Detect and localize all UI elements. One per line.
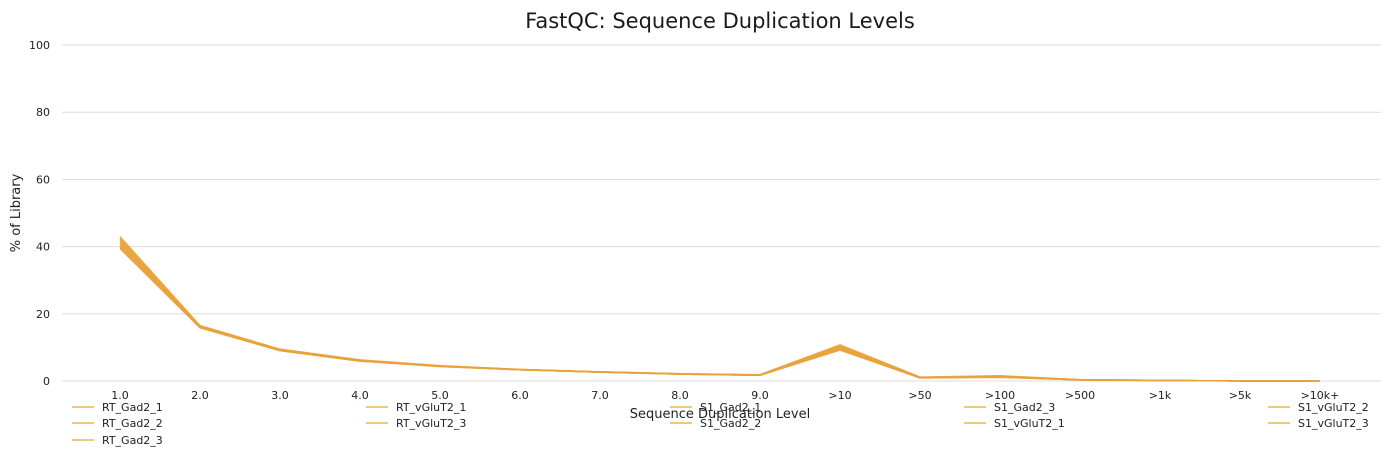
x-tick-label: 8.0	[671, 389, 689, 402]
series-line	[119, 243, 1320, 382]
legend-item: RT_Gad2_3	[72, 434, 163, 447]
series-line	[119, 248, 1320, 382]
legend-item: S1_Gad2_1	[670, 401, 761, 414]
x-tick-label: 6.0	[511, 389, 529, 402]
x-tick-label: >5k	[1229, 389, 1252, 402]
x-tick-label: >10	[828, 389, 851, 402]
series-line	[119, 242, 1320, 382]
series-line	[119, 246, 1320, 382]
x-tick-label: 1.0	[111, 389, 129, 402]
x-tick-label: 5.0	[431, 389, 449, 402]
legend-label: RT_vGluT2_3	[396, 417, 466, 430]
legend-item: S1_vGluT2_1	[964, 417, 1065, 430]
series-line	[119, 238, 1320, 382]
series-line	[119, 240, 1320, 382]
x-tick-label: >100	[985, 389, 1015, 402]
series-line	[119, 244, 1320, 382]
legend-item: S1_Gad2_3	[964, 401, 1055, 414]
series-line	[119, 241, 1320, 382]
legend-item: RT_vGluT2_1	[366, 401, 466, 414]
x-tick-label: >1k	[1149, 389, 1172, 402]
legend-item: RT_vGluT2_3	[366, 417, 466, 430]
x-tick-label: >50	[908, 389, 931, 402]
x-tick-label: 9.0	[751, 389, 769, 402]
legend-label: S1_Gad2_2	[700, 417, 761, 430]
y-axis-ticks: 0 20 40 60 80 100	[29, 39, 50, 388]
series-line	[119, 237, 1320, 382]
y-tick-label: 0	[43, 375, 50, 388]
legend-label: S1_vGluT2_2	[1298, 401, 1369, 414]
y-tick-label: 100	[29, 39, 50, 52]
legend: RT_Gad2_1 RT_Gad2_2 RT_Gad2_3 RT_vGluT2_1 RT…	[72, 401, 1369, 447]
legend-label: S1_vGluT2_3	[1298, 417, 1369, 430]
legend-label: S1_Gad2_3	[994, 401, 1055, 414]
x-tick-label: 2.0	[191, 389, 209, 402]
x-tick-label: >10k+	[1301, 389, 1340, 402]
legend-label: RT_Gad2_3	[102, 434, 163, 447]
legend-item: S1_Gad2_2	[670, 417, 761, 430]
legend-item: S1_vGluT2_3	[1268, 417, 1369, 430]
x-axis-ticks: 1.0 2.0 3.0 4.0 5.0 6.0 7.0 8.0 9.0 >10 >50 >100 >50…	[111, 389, 1339, 402]
x-tick-label: 7.0	[591, 389, 609, 402]
y-tick-label: 80	[36, 106, 50, 119]
legend-label: S1_vGluT2_1	[994, 417, 1065, 430]
legend-label: S1_Gad2_1	[700, 401, 761, 414]
y-tick-label: 40	[36, 241, 50, 254]
y-tick-label: 20	[36, 308, 50, 321]
series-lines	[119, 236, 1320, 382]
legend-item: RT_Gad2_1	[72, 401, 163, 414]
x-tick-label: 4.0	[351, 389, 369, 402]
y-axis-label: % of Library	[9, 173, 24, 252]
series-line	[119, 236, 1320, 382]
x-axis-label: Sequence Duplication Level	[630, 407, 810, 422]
legend-label: RT_Gad2_2	[102, 417, 163, 430]
legend-item: RT_Gad2_2	[72, 417, 163, 430]
chart-title: FastQC: Sequence Duplication Levels	[525, 9, 915, 33]
legend-label: RT_Gad2_1	[102, 401, 163, 414]
x-tick-label: 3.0	[271, 389, 289, 402]
legend-item: S1_vGluT2_2	[1268, 401, 1369, 414]
legend-label: RT_vGluT2_1	[396, 401, 466, 414]
gridlines	[62, 44, 1381, 382]
y-tick-label: 60	[36, 173, 50, 186]
x-tick-label: >500	[1065, 389, 1095, 402]
